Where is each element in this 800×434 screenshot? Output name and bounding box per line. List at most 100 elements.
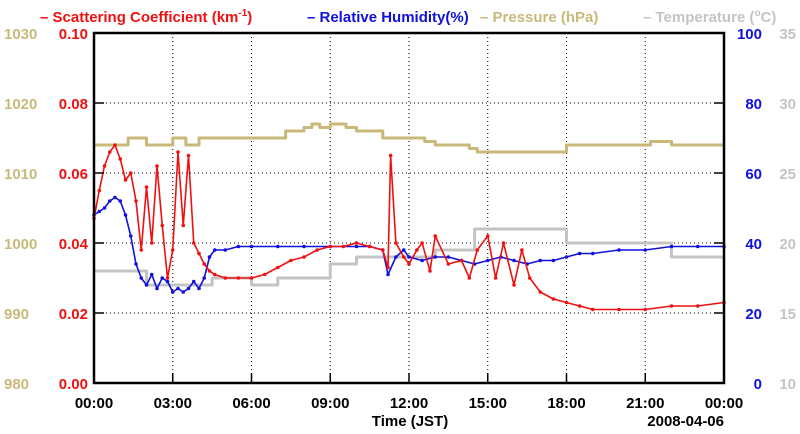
data-point: [102, 164, 107, 168]
scattering-tick-label: 0.08: [59, 96, 88, 113]
data-point: [380, 248, 385, 252]
data-point: [401, 248, 406, 252]
data-point: [564, 255, 569, 259]
data-point: [144, 283, 149, 287]
data-point: [564, 300, 569, 305]
x-tick-label: 00:00: [75, 395, 113, 412]
data-point: [467, 276, 472, 280]
x-axis-title: Time (JST): [372, 413, 448, 430]
pressure-tick-label: 990: [4, 306, 29, 323]
x-tick-label: 06:00: [232, 395, 270, 412]
data-point: [170, 248, 175, 252]
scattering-tick-label: 0.04: [59, 236, 89, 253]
data-point: [302, 244, 306, 249]
data-point: [551, 258, 556, 263]
data-point: [433, 234, 438, 238]
legend-label: – Relative Humidity(%): [307, 9, 469, 26]
data-point: [160, 276, 165, 280]
series-layer: [92, 122, 726, 312]
date-label: 2008-04-06: [647, 413, 724, 430]
data-point: [428, 269, 432, 273]
data-point: [394, 255, 398, 259]
temperature-tick-label: 35: [779, 26, 796, 43]
data-point: [123, 178, 128, 182]
data-point: [139, 276, 144, 280]
data-point: [249, 276, 254, 280]
pressure-tick-label: 1030: [4, 26, 37, 43]
data-point: [420, 241, 424, 245]
legend-entry: – Relative Humidity(%): [307, 9, 469, 26]
legend-entry: – Pressure (hPa): [480, 9, 598, 26]
humidity-tick-label: 80: [745, 96, 762, 113]
data-point: [97, 188, 102, 193]
data-point: [394, 241, 398, 245]
data-point: [341, 244, 346, 249]
data-point: [139, 248, 144, 252]
pressure-tick-label: 1000: [4, 236, 37, 253]
data-point: [501, 241, 506, 245]
data-point: [577, 304, 582, 308]
pressure-tick-label: 980: [4, 376, 29, 393]
data-point: [181, 290, 186, 294]
temperature-tick-label: 20: [779, 236, 796, 253]
x-tick-label: 18:00: [547, 395, 585, 412]
x-tick-label: 12:00: [390, 395, 428, 412]
temperature-axis: 10 15 20 25 30 35: [779, 26, 796, 393]
data-point: [420, 258, 424, 263]
data-point: [155, 286, 159, 291]
data-point: [520, 248, 524, 252]
data-point: [590, 251, 595, 256]
data-point: [446, 262, 451, 266]
legend: – Scattering Coefficient (km-1) – Relativ…: [40, 8, 776, 26]
data-point: [223, 248, 228, 252]
time-axis: 00:00 03:00 06:00 09:00 12:00 15:00 18:00 21:00…: [75, 32, 743, 412]
pressure-tick-label: 1020: [4, 96, 37, 113]
data-point: [134, 199, 138, 203]
legend-entry: – Scattering Coefficient (km-1): [40, 8, 252, 26]
pressure-axis: 980 990 1000 1010 1020 1030: [4, 26, 37, 393]
data-point: [617, 248, 621, 252]
humidity-tick-label: 40: [745, 236, 762, 253]
data-point: [475, 248, 480, 252]
legend-suffix: C): [761, 9, 777, 26]
data-point: [118, 199, 123, 203]
data-point: [207, 255, 212, 259]
data-point: [176, 286, 180, 291]
data-point: [386, 265, 390, 270]
temperature-tick-label: 30: [779, 96, 796, 113]
data-point: [123, 213, 128, 217]
data-point: [102, 206, 107, 210]
data-point: [181, 223, 186, 228]
data-point: [590, 307, 595, 312]
grid: [94, 33, 724, 383]
legend-superscript: o: [754, 8, 760, 19]
legend-label: – Scattering Coefficient (km: [40, 9, 238, 26]
x-tick-label: 21:00: [626, 395, 664, 412]
data-point: [407, 255, 411, 259]
data-point: [538, 290, 543, 294]
x-tick-label: 00:00: [705, 395, 743, 412]
data-point: [446, 255, 451, 259]
humidity-tick-label: 0: [754, 376, 762, 393]
data-point: [165, 279, 170, 284]
data-point: [617, 307, 621, 312]
data-point: [202, 276, 207, 280]
data-point: [191, 241, 196, 245]
data-point: [118, 157, 123, 161]
data-point: [197, 286, 201, 291]
data-point: [186, 153, 191, 158]
temperature-tick-label: 25: [779, 166, 796, 183]
data-point: [512, 258, 516, 263]
humidity-tick-label: 100: [737, 26, 762, 43]
data-point: [197, 251, 201, 256]
legend-entry: – Temperature (oC): [643, 8, 776, 26]
data-point: [415, 248, 419, 252]
data-point: [113, 195, 117, 200]
data-point: [249, 244, 254, 249]
data-point: [354, 241, 359, 245]
scattering-tick-label: 0.00: [59, 376, 88, 393]
scattering-axis: 0.00 0.02 0.04 0.06 0.08 0.10: [59, 26, 89, 393]
data-point: [170, 290, 175, 294]
data-point: [577, 251, 582, 256]
